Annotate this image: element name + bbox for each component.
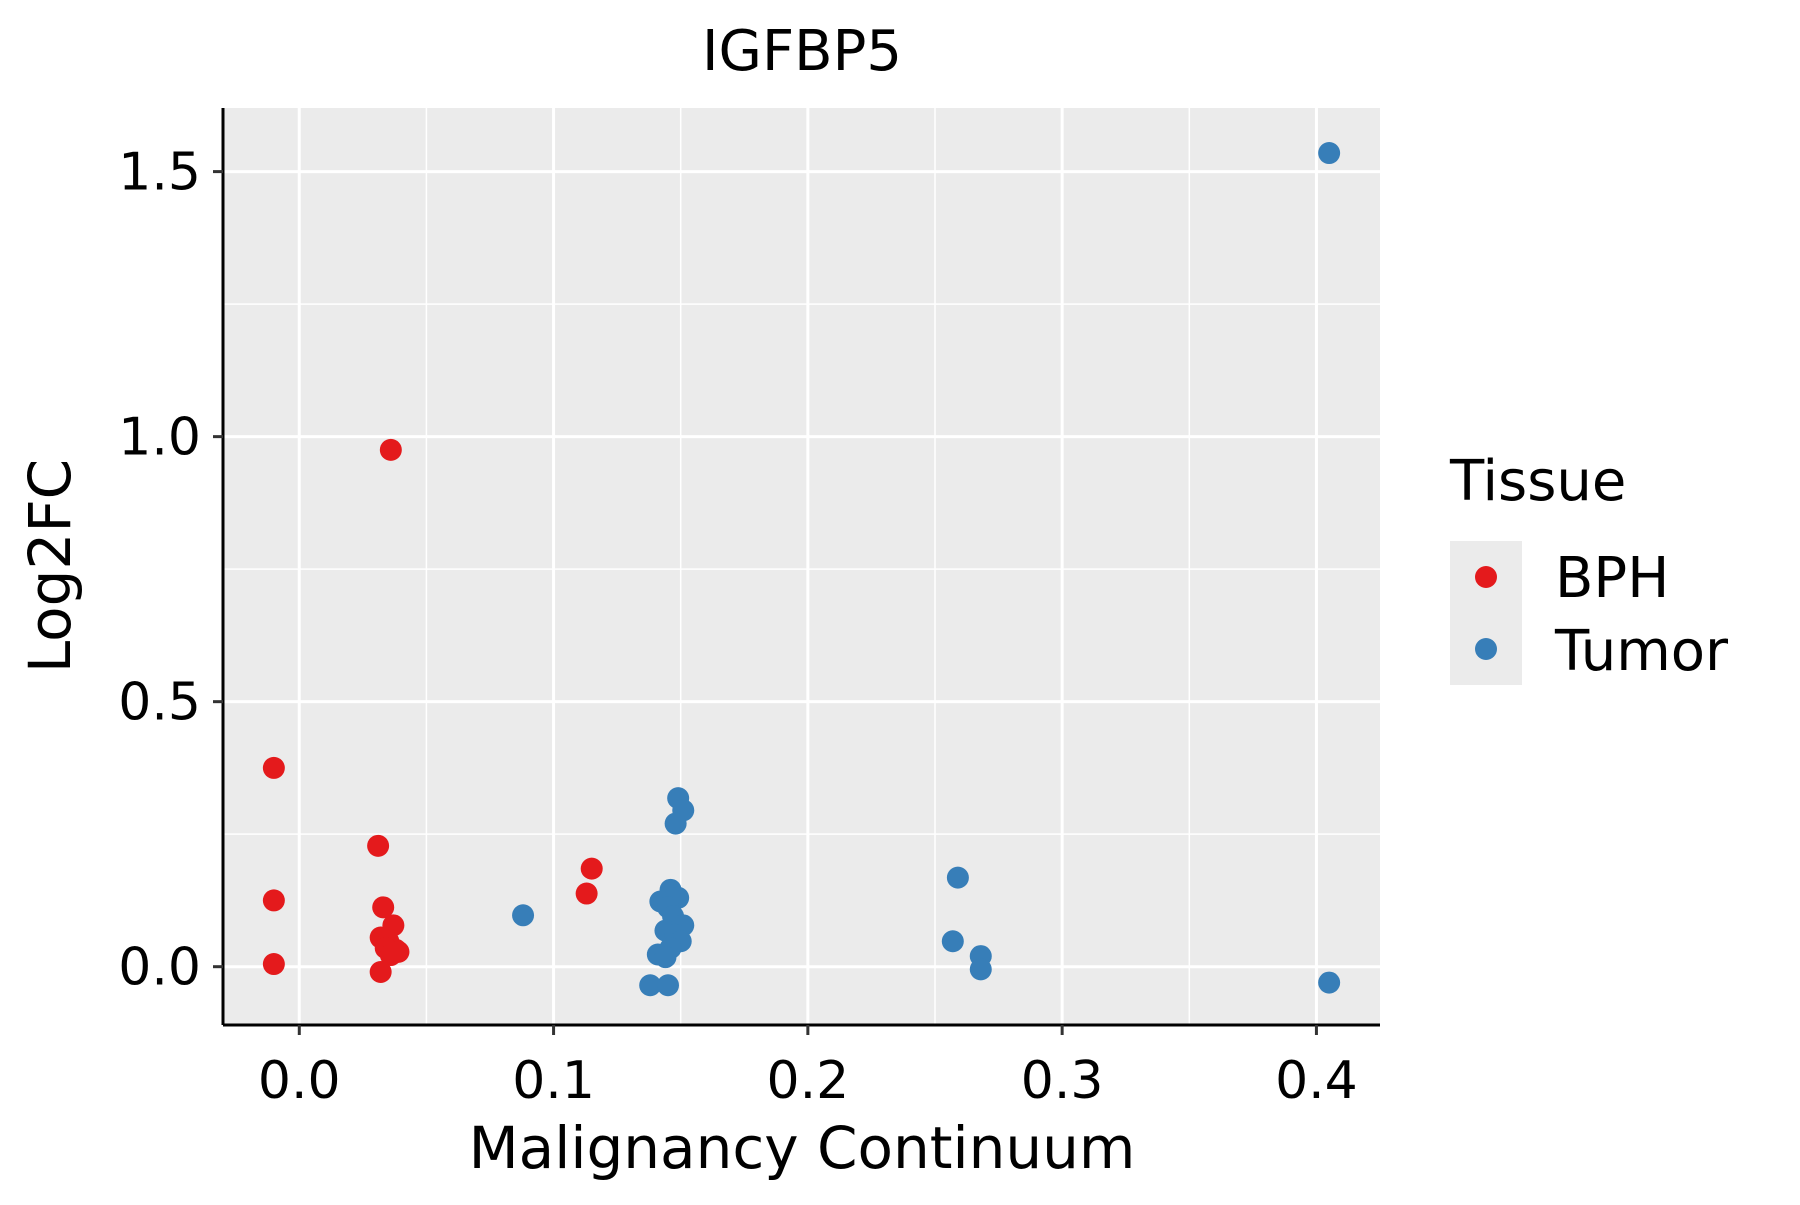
y-axis-title: Log2FC: [16, 459, 84, 673]
y-tick-label: 1.5: [118, 143, 201, 203]
x-axis-title: Malignancy Continuum: [469, 1114, 1136, 1182]
x-tick-label: 0.0: [258, 1051, 341, 1111]
point-tumor: [639, 974, 662, 997]
minor-gridlines: [223, 108, 1380, 1025]
legend-label-bph: BPH: [1555, 546, 1669, 611]
data-points: [262, 142, 1341, 997]
x-tick-label: 0.1: [512, 1051, 595, 1111]
point-bph: [262, 756, 285, 779]
point-tumor: [1318, 971, 1341, 994]
point-bph: [262, 889, 285, 912]
legend-title: Tissue: [1449, 449, 1626, 514]
x-tick-label: 0.4: [1275, 1051, 1358, 1111]
major-gridlines: [223, 108, 1380, 1025]
point-tumor: [512, 904, 535, 927]
point-bph: [367, 834, 390, 857]
x-tick-label: 0.3: [1021, 1051, 1104, 1111]
legend-label-tumor: Tumor: [1554, 619, 1729, 684]
point-bph: [580, 857, 603, 880]
point-bph: [387, 940, 410, 963]
point-bph: [262, 953, 285, 976]
point-bph: [369, 960, 392, 983]
point-tumor: [1318, 142, 1341, 165]
chart-title: IGFBP5: [702, 19, 902, 84]
legend-key-background: [1450, 541, 1522, 685]
point-tumor: [654, 946, 677, 969]
y-axis-ticks: 0.0 0.5 1.0 1.5: [118, 143, 223, 998]
legend: Tissue BPH Tumor: [1449, 449, 1729, 685]
x-axis-ticks: 0.0 0.1 0.2 0.3 0.4: [258, 1025, 1358, 1111]
point-tumor: [657, 974, 679, 997]
point-bph: [372, 896, 395, 919]
y-tick-label: 1.0: [118, 408, 201, 468]
point-tumor: [664, 812, 687, 835]
legend-key-tumor: [1475, 638, 1497, 660]
y-tick-label: 0.5: [118, 673, 201, 733]
point-bph: [575, 882, 598, 905]
x-tick-label: 0.2: [767, 1051, 850, 1111]
point-tumor: [969, 958, 992, 981]
y-tick-label: 0.0: [118, 938, 201, 998]
point-bph: [379, 438, 402, 461]
plot-panel: [223, 108, 1380, 1025]
point-tumor: [941, 930, 964, 953]
legend-key-bph: [1475, 566, 1497, 588]
point-tumor: [946, 866, 969, 889]
